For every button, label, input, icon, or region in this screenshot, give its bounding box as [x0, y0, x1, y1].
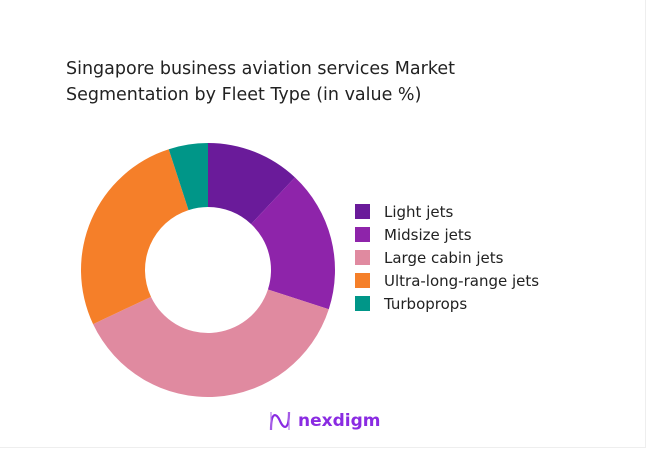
legend-item: Turboprops	[355, 292, 539, 315]
brand-name: nexdigm	[298, 411, 381, 431]
nexdigm-logo-icon	[269, 411, 291, 431]
legend: Light jets Midsize jets Large cabin jets Ul…	[355, 200, 539, 315]
legend-item: Light jets	[355, 200, 539, 223]
legend-swatch	[355, 273, 370, 288]
slice-large-cabin-jets	[93, 289, 329, 397]
legend-item: Ultra-long-range jets	[355, 269, 539, 292]
slice-turboprops	[168, 143, 208, 211]
legend-item: Large cabin jets	[355, 246, 539, 269]
legend-label: Ultra-long-range jets	[384, 271, 540, 290]
legend-label: Midsize jets	[384, 225, 472, 244]
legend-label: Turboprops	[384, 294, 468, 313]
slice-midsize-jets	[251, 177, 335, 310]
slice-ultra-long-range-jets	[80, 149, 189, 325]
legend-swatch	[355, 250, 370, 265]
legend-label: Light jets	[384, 202, 454, 221]
legend-swatch	[355, 227, 370, 242]
nexdigm-logo: nexdigm	[268, 410, 380, 432]
legend-item: Midsize jets	[355, 223, 539, 246]
slice-light-jets	[208, 143, 295, 225]
legend-swatch	[355, 204, 370, 219]
chart-frame	[0, 0, 646, 448]
chart-title: Singapore business aviation services Mar…	[66, 59, 455, 105]
legend-swatch	[355, 296, 370, 311]
legend-label: Large cabin jets	[384, 248, 504, 267]
